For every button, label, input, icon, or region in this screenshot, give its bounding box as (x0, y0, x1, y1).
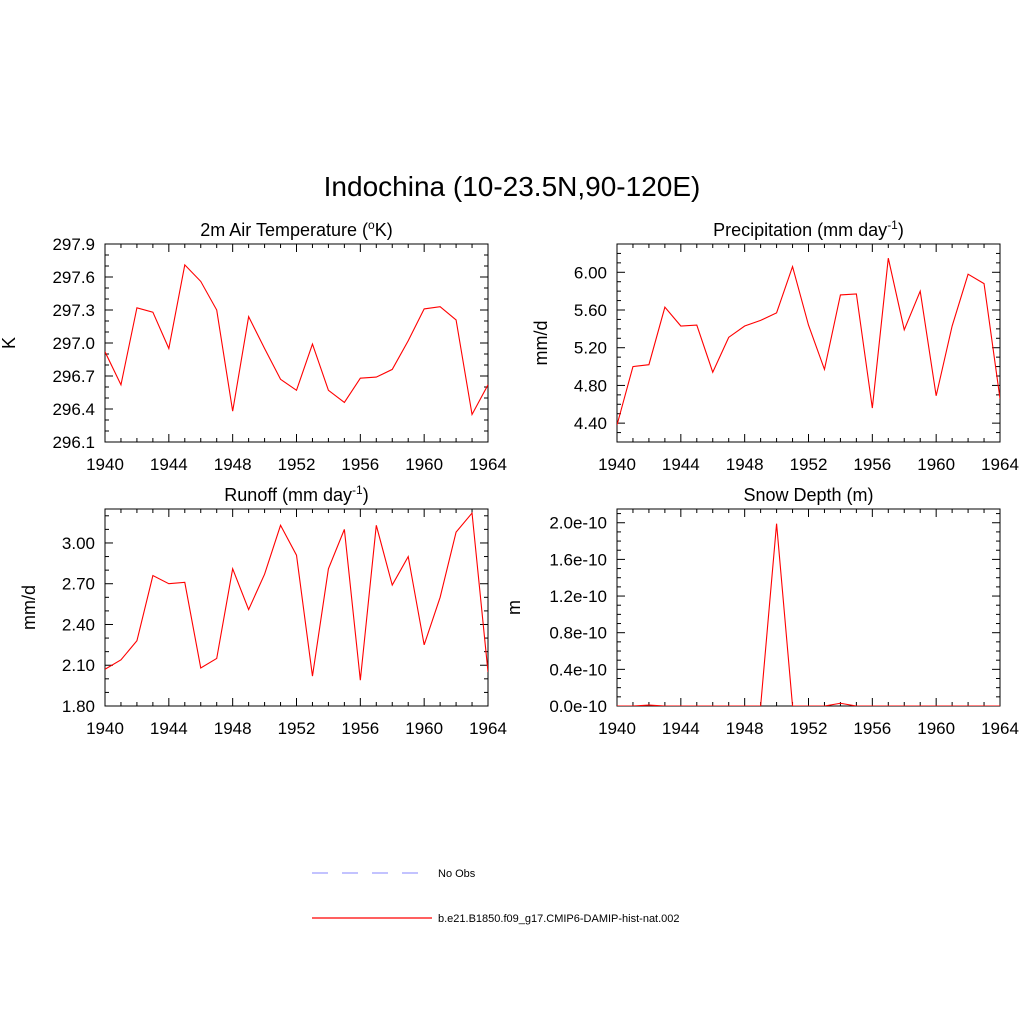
y-tick-label: 0.0e-10 (549, 697, 607, 716)
x-tick-label: 1960 (917, 719, 955, 738)
y-tick-label: 1.2e-10 (549, 587, 607, 606)
legend-label-model: b.e21.B1850.f09_g17.CMIP6-DAMIP-hist-nat… (438, 913, 680, 925)
panel-title: 2m Air Temperature (oK) (200, 218, 392, 240)
panel-runoff: Runoff (mm day-1) mm/d 1940 1944 1948 1952 195… (19, 483, 507, 738)
plot-frame (104, 508, 489, 707)
panels: 2m Air Temperature (oK) K 1940 1944 1948 1952… (0, 218, 1019, 738)
y-tick-label: 2.0e-10 (549, 514, 607, 533)
x-tick-label: 1956 (853, 455, 891, 474)
x-tick-label: 1960 (405, 455, 443, 474)
y-tick-label: 296.4 (52, 400, 95, 419)
y-tick-label: 3.00 (62, 534, 95, 553)
series-line-air-temperature (105, 263, 488, 417)
x-tick-label: 1960 (917, 455, 955, 474)
x-tick-label: 1964 (981, 455, 1019, 474)
y-tick-label: 297.9 (52, 235, 95, 254)
x-tick-label: 1944 (662, 455, 700, 474)
y-tick-label: 296.7 (52, 367, 95, 386)
x-tick-label: 1944 (662, 719, 700, 738)
plot-frame (616, 508, 1001, 707)
x-tick-label: 1952 (278, 719, 316, 738)
x-tick-label: 1944 (150, 455, 188, 474)
x-tick-label: 1952 (790, 455, 828, 474)
y-tick-label: 297.0 (52, 334, 95, 353)
y-tick-label: 4.40 (574, 414, 607, 433)
y-axis-label: mm/d (19, 585, 39, 630)
x-tick-label: 1956 (341, 719, 379, 738)
x-tick-label: 1948 (214, 455, 252, 474)
x-tick-label: 1948 (214, 719, 252, 738)
y-tick-label: 0.4e-10 (549, 660, 607, 679)
y-tick-label: 1.6e-10 (549, 550, 607, 569)
x-tick-label: 1964 (981, 719, 1019, 738)
x-tick-label: 1940 (598, 719, 636, 738)
panel-precipitation: Precipitation (mm day-1) mm/d 1940 1944 1948… (531, 218, 1019, 474)
plot-frame (104, 243, 489, 443)
y-tick-label: 0.8e-10 (549, 624, 607, 643)
panel-title: Precipitation (mm day-1) (713, 218, 904, 240)
figure-title: Indochina (10-23.5N,90-120E) (324, 171, 701, 202)
x-tick-label: 1940 (86, 719, 124, 738)
plot-frame (616, 243, 1001, 443)
x-tick-label: 1944 (150, 719, 188, 738)
y-tick-label: 296.1 (52, 433, 95, 452)
x-tick-label: 1964 (469, 719, 507, 738)
panel-title: Runoff (mm day-1) (224, 483, 368, 505)
series-line-runoff (105, 511, 488, 681)
x-tick-label: 1940 (598, 455, 636, 474)
y-axis-label: mm/d (531, 321, 551, 366)
y-tick-label: 1.80 (62, 697, 95, 716)
y-tick-label: 5.60 (574, 301, 607, 320)
y-axis-label: K (0, 337, 19, 349)
x-tick-label: 1956 (853, 719, 891, 738)
y-tick-label: 5.20 (574, 339, 607, 358)
y-axis-label: m (504, 600, 524, 615)
y-tick-label: 2.70 (62, 575, 95, 594)
x-tick-label: 1960 (405, 719, 443, 738)
x-tick-label: 1940 (86, 455, 124, 474)
y-tick-label: 297.6 (52, 268, 95, 287)
y-tick-label: 6.00 (574, 263, 607, 282)
y-tick-label: 4.80 (574, 376, 607, 395)
legend-label-no-obs: No Obs (438, 868, 476, 880)
x-tick-label: 1956 (341, 455, 379, 474)
x-tick-label: 1948 (726, 719, 764, 738)
y-tick-label: 2.10 (62, 656, 95, 675)
y-tick-label: 2.40 (62, 615, 95, 634)
panel-title: Snow Depth (m) (743, 485, 873, 505)
series-line-snow-depth (617, 523, 1000, 706)
x-tick-label: 1952 (790, 719, 828, 738)
x-tick-label: 1964 (469, 455, 507, 474)
x-tick-label: 1948 (726, 455, 764, 474)
legend: No Obs b.e21.B1850.f09_g17.CMIP6-DAMIP-h… (312, 868, 680, 925)
series-line-precipitation (617, 258, 1000, 426)
panel-air-temperature: 2m Air Temperature (oK) K 1940 1944 1948 1952… (0, 218, 507, 474)
x-tick-label: 1952 (278, 455, 316, 474)
panel-snow-depth: Snow Depth (m) m 1940 1944 1948 1952 1956 1960 1… (504, 485, 1019, 738)
y-tick-label: 297.3 (52, 301, 95, 320)
